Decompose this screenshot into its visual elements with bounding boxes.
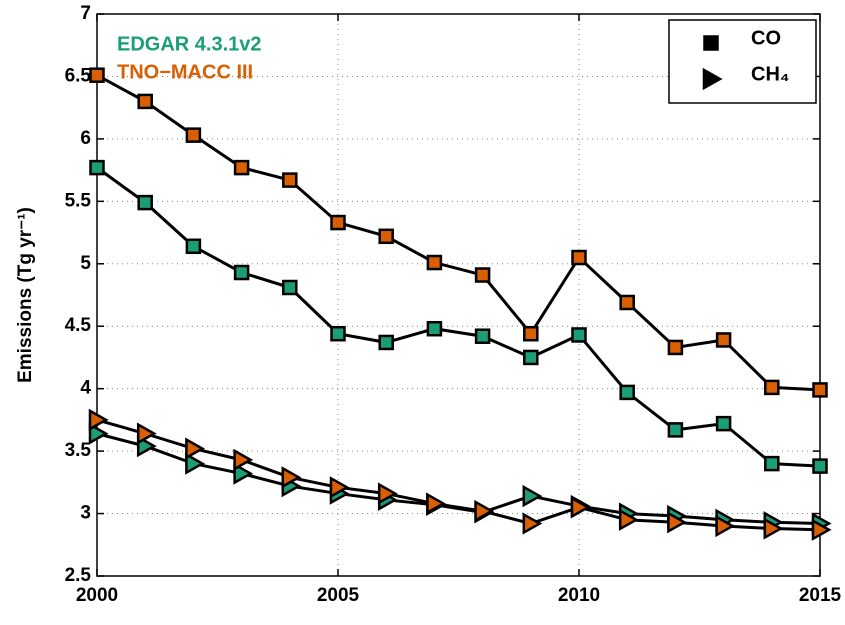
triangle-marker xyxy=(618,508,639,531)
series-line xyxy=(96,166,821,468)
series-line xyxy=(96,73,821,392)
square-marker xyxy=(426,254,443,271)
square-marker xyxy=(523,325,539,342)
square-marker xyxy=(330,325,346,342)
triangle-marker xyxy=(474,499,495,523)
y-tick-label: 6.5 xyxy=(65,65,92,86)
square-marker xyxy=(378,228,394,245)
square-marker xyxy=(474,267,491,283)
legend-label: CH₄ xyxy=(751,63,789,85)
triangle-marker xyxy=(426,492,446,515)
square-marker xyxy=(282,172,298,188)
series-line xyxy=(96,418,821,532)
square-marker xyxy=(426,320,443,337)
square-marker xyxy=(715,415,732,432)
square-marker xyxy=(715,332,732,348)
legend-marker xyxy=(702,67,723,91)
plot-area xyxy=(97,14,820,576)
triangle-marker xyxy=(233,448,254,471)
x-tick-label: 2015 xyxy=(799,585,842,606)
legend-label: CO xyxy=(751,27,781,49)
square-marker xyxy=(137,194,153,211)
triangle-marker xyxy=(329,476,350,499)
y-tick-label: 5.5 xyxy=(65,190,92,211)
dataset-label: EDGAR 4.3.1v2 xyxy=(117,33,262,55)
triangle-marker xyxy=(233,462,254,485)
square-marker xyxy=(282,279,298,296)
y-tick-label: 2.5 xyxy=(65,565,92,586)
square-marker xyxy=(812,382,828,398)
square-marker xyxy=(330,214,346,231)
x-tick-label: 2005 xyxy=(317,585,360,606)
square-marker xyxy=(233,159,250,176)
triangle-marker xyxy=(88,422,109,445)
plot-frame xyxy=(96,13,821,577)
triangle-marker xyxy=(763,517,784,540)
y-tick-label: 3.5 xyxy=(65,440,92,461)
dataset-label: TNO−MACC III xyxy=(117,61,253,83)
square-marker xyxy=(619,384,635,401)
triangle-marker xyxy=(667,511,687,534)
triangle-marker xyxy=(281,466,302,489)
square-marker xyxy=(571,327,587,343)
triangle-marker xyxy=(570,496,591,519)
triangle-marker xyxy=(185,437,205,460)
square-marker xyxy=(764,379,780,396)
triangle-marker xyxy=(811,518,832,541)
square-marker xyxy=(233,264,250,281)
x-tick-label: 2000 xyxy=(76,585,118,606)
square-marker xyxy=(571,249,587,266)
y-tick-label: 7 xyxy=(80,3,91,24)
square-marker xyxy=(185,127,202,143)
square-marker xyxy=(89,159,105,176)
triangle-marker xyxy=(88,408,109,432)
y-tick-label: 4.5 xyxy=(65,315,92,336)
triangle-marker xyxy=(715,514,736,538)
square-marker xyxy=(667,339,684,356)
square-marker xyxy=(764,455,780,472)
square-marker xyxy=(185,238,202,255)
square-marker xyxy=(474,328,491,344)
y-tick-label: 6 xyxy=(80,128,91,149)
square-marker xyxy=(89,67,105,83)
square-marker xyxy=(523,349,539,366)
y-tick-label: 3 xyxy=(80,503,91,524)
y-axis-label: Emissions (Tg yr⁻¹) xyxy=(15,207,36,383)
triangle-marker xyxy=(522,484,543,508)
y-tick-label: 5 xyxy=(80,253,91,274)
square-marker xyxy=(619,294,635,311)
triangle-marker xyxy=(522,512,543,535)
x-tick-label: 2010 xyxy=(558,585,600,606)
triangle-marker xyxy=(377,482,398,505)
square-marker xyxy=(378,334,394,351)
square-marker xyxy=(137,93,153,110)
triangle-marker xyxy=(185,452,205,475)
triangle-marker xyxy=(136,422,157,445)
square-marker xyxy=(667,422,684,438)
legend-box xyxy=(668,19,817,104)
y-tick-label: 4 xyxy=(80,378,91,399)
square-marker xyxy=(812,458,828,474)
legend-marker xyxy=(703,35,719,51)
